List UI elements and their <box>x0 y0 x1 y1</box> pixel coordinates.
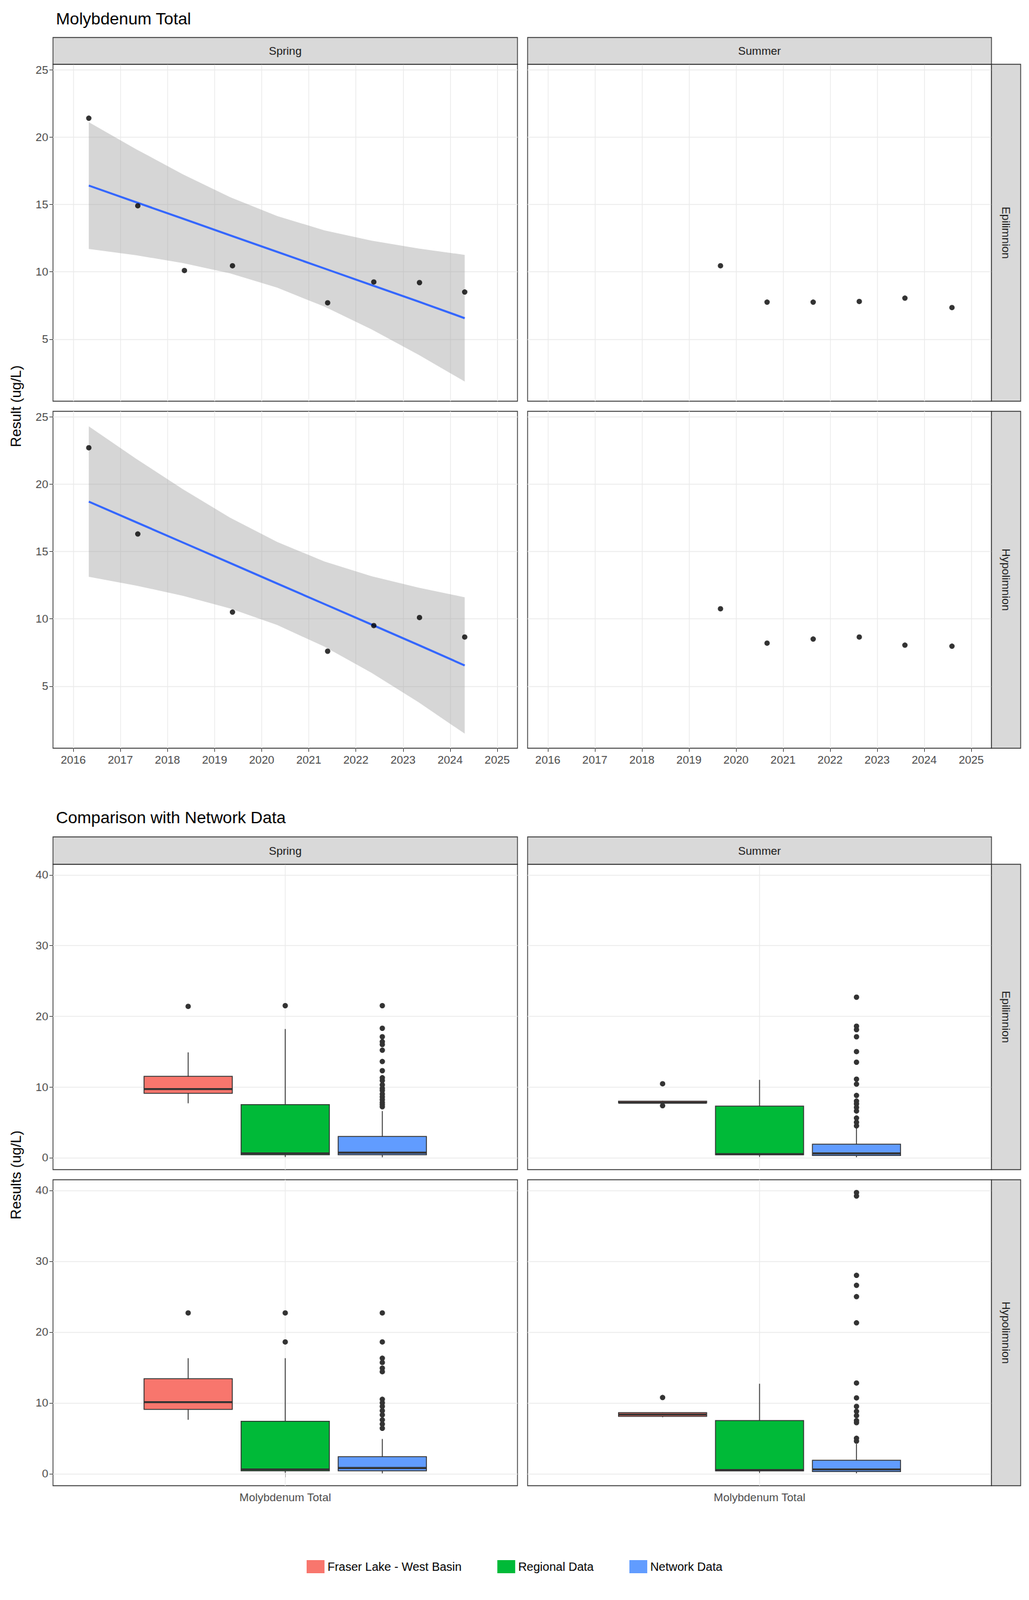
svg-text:2016: 2016 <box>535 753 561 767</box>
svg-text:25: 25 <box>35 63 49 77</box>
svg-text:Epilimnion: Epilimnion <box>999 206 1013 260</box>
svg-text:2017: 2017 <box>107 753 133 767</box>
svg-text:Hypolimnion: Hypolimnion <box>999 1302 1013 1365</box>
svg-text:10: 10 <box>35 612 49 626</box>
svg-text:0: 0 <box>41 1467 49 1481</box>
svg-text:15: 15 <box>35 198 49 211</box>
svg-text:15: 15 <box>35 545 49 558</box>
svg-text:2021: 2021 <box>295 753 321 767</box>
svg-text:2018: 2018 <box>629 753 655 767</box>
svg-text:Regional Data: Regional Data <box>518 1560 595 1574</box>
svg-text:5: 5 <box>41 332 49 346</box>
svg-text:2020: 2020 <box>248 753 274 767</box>
svg-text:40: 40 <box>35 868 49 882</box>
svg-text:Hypolimnion: Hypolimnion <box>999 549 1013 612</box>
svg-text:20: 20 <box>35 1010 49 1024</box>
svg-text:25: 25 <box>35 410 49 424</box>
svg-text:2024: 2024 <box>911 753 938 767</box>
svg-text:2023: 2023 <box>864 753 890 767</box>
svg-text:10: 10 <box>35 265 49 279</box>
svg-text:Fraser Lake - West Basin: Fraser Lake - West Basin <box>327 1560 462 1574</box>
svg-text:Summer: Summer <box>738 44 782 58</box>
svg-text:2018: 2018 <box>154 753 180 767</box>
svg-text:Comparison with Network Data: Comparison with Network Data <box>55 808 286 828</box>
svg-text:2023: 2023 <box>390 753 416 767</box>
svg-text:30: 30 <box>35 1255 49 1268</box>
svg-text:2017: 2017 <box>582 753 608 767</box>
svg-text:10: 10 <box>35 1081 49 1094</box>
svg-text:20: 20 <box>35 478 49 491</box>
svg-text:10: 10 <box>35 1397 49 1410</box>
svg-text:30: 30 <box>35 939 49 953</box>
svg-text:40: 40 <box>35 1184 49 1197</box>
svg-text:Molybdenum Total: Molybdenum Total <box>239 1491 332 1505</box>
svg-text:Epilimnion: Epilimnion <box>999 991 1013 1044</box>
svg-text:Results (ug/L): Results (ug/L) <box>7 1130 24 1220</box>
svg-text:2022: 2022 <box>817 753 843 767</box>
svg-text:2025: 2025 <box>958 753 984 767</box>
svg-text:2020: 2020 <box>723 753 749 767</box>
svg-text:2016: 2016 <box>60 753 86 767</box>
svg-text:Result (ug/L): Result (ug/L) <box>7 365 24 448</box>
svg-text:0: 0 <box>41 1151 49 1165</box>
svg-text:Summer: Summer <box>738 844 782 858</box>
svg-text:Molybdenum Total: Molybdenum Total <box>713 1491 806 1505</box>
svg-text:2022: 2022 <box>343 753 369 767</box>
svg-text:Molybdenum Total: Molybdenum Total <box>55 9 192 28</box>
svg-text:Spring: Spring <box>269 44 302 58</box>
svg-text:2019: 2019 <box>201 753 227 767</box>
svg-text:2024: 2024 <box>437 753 464 767</box>
svg-text:2021: 2021 <box>770 753 796 767</box>
svg-text:Network Data: Network Data <box>650 1560 723 1574</box>
svg-text:2019: 2019 <box>676 753 702 767</box>
svg-text:2025: 2025 <box>484 753 510 767</box>
svg-text:20: 20 <box>35 1326 49 1339</box>
svg-text:5: 5 <box>41 680 49 693</box>
svg-text:Spring: Spring <box>269 844 302 858</box>
svg-text:20: 20 <box>35 131 49 144</box>
